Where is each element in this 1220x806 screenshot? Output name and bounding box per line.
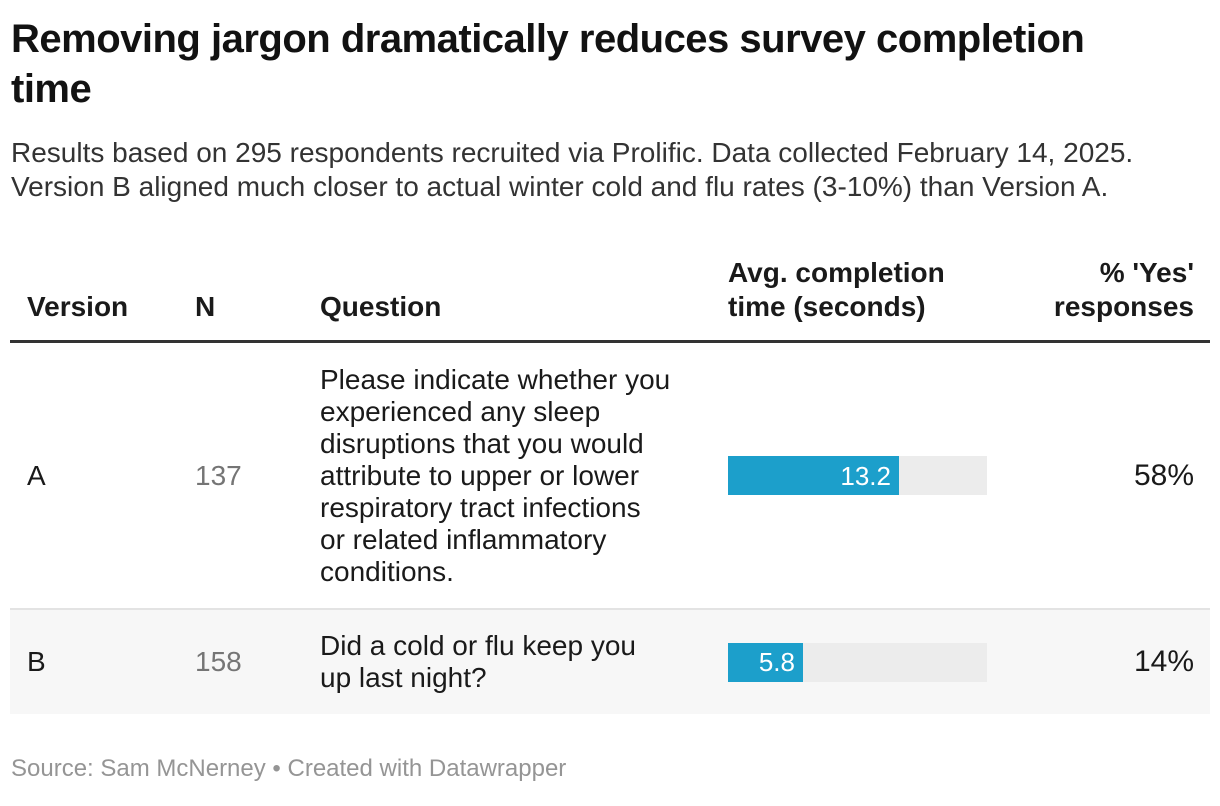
cell-yes-pct: 58% <box>1133 458 1194 492</box>
cell-yes-pct: 14% <box>1133 645 1194 678</box>
cell-n: 137 <box>195 459 242 491</box>
cell-version: B <box>27 646 46 677</box>
column-header-question: Question <box>320 291 442 322</box>
bar-fill: 13.2 <box>728 456 899 495</box>
column-header-yes-pct: % 'Yes' responses <box>1053 257 1194 322</box>
chart-page: Removing jargon dramatically reduces sur… <box>0 14 1220 806</box>
cell-avg-time: 13.2 <box>710 456 1000 495</box>
cell-n: 158 <box>195 646 242 677</box>
table-header-row: Version N Question Avg. completion time … <box>10 256 1210 343</box>
table-row-version-a: A 137 Please indicate whether you experi… <box>10 343 1210 608</box>
column-header-version: Version <box>27 291 129 322</box>
bar-track: 5.8 <box>728 642 987 682</box>
bar-track: 13.2 <box>728 456 987 495</box>
column-header-avg-time: Avg. completion time (seconds) <box>728 257 945 322</box>
bar-value-label: 5.8 <box>758 647 795 677</box>
cell-question: Did a cold or flu keep you up last night… <box>320 630 636 693</box>
table-row-version-b: B 158 Did a cold or flu keep you up last… <box>10 608 1210 714</box>
description-line-2: Version B aligned much closer to actual … <box>11 171 1109 202</box>
column-header-n: N <box>195 291 216 322</box>
cell-question: Please indicate whether you experienced … <box>320 363 671 587</box>
cell-avg-time: 5.8 <box>710 642 1000 682</box>
chart-description: Results based on 295 respondents recruit… <box>11 136 1206 204</box>
cell-version: A <box>27 459 46 491</box>
source-credit-line: Source: Sam McNerney • Created with Data… <box>11 755 567 782</box>
title-line-2: time <box>11 67 92 111</box>
page-title: Removing jargon dramatically reduces sur… <box>11 14 1208 114</box>
bar-value-label: 13.2 <box>840 460 891 491</box>
bar-fill: 5.8 <box>728 642 803 682</box>
title-line-1: Removing jargon dramatically reduces sur… <box>11 17 1085 61</box>
description-line-1: Results based on 295 respondents recruit… <box>11 137 1134 168</box>
data-table: Version N Question Avg. completion time … <box>10 256 1210 714</box>
